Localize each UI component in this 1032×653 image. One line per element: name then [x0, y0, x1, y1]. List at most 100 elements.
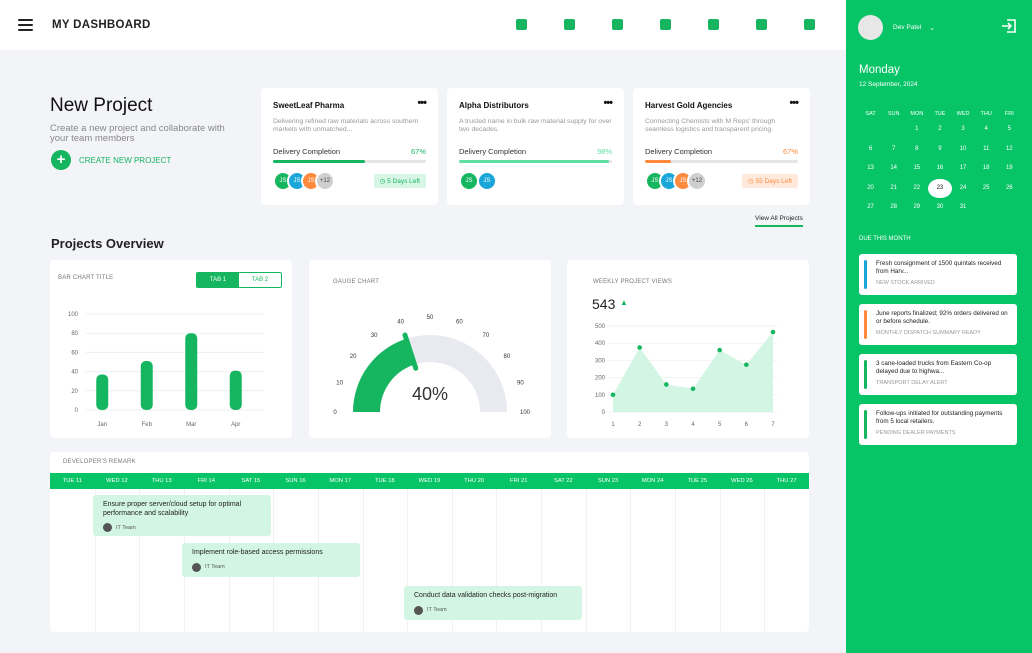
calendar-day-cell[interactable]: 20 [867, 184, 874, 191]
gauge-tick-label: 0 [333, 410, 337, 416]
y-tick-label: 500 [595, 324, 606, 330]
timeline-task[interactable]: Implement role-based access permissions … [182, 543, 360, 577]
calendar-day-cell[interactable]: 16 [936, 165, 944, 171]
project-name: SweetLeaf Pharma [273, 101, 345, 110]
calendar-day-cell[interactable]: 9 [938, 145, 942, 152]
calendar-day-cell[interactable]: 17 [959, 165, 967, 171]
x-tick-label: 5 [718, 422, 722, 428]
project-card[interactable]: Alpha Distributors ••• A trusted name in… [447, 88, 624, 205]
developer-remark-panel: DEVELOPER'S REMARK TUE 11 WED 12 THU 13 FRI… [50, 452, 809, 632]
project-card[interactable]: Harvest Gold Agencies ••• Connecting Che… [633, 88, 810, 205]
more-options-icon[interactable]: ••• [789, 97, 799, 109]
plus-icon: + [51, 150, 71, 170]
calendar-day-cell[interactable]: 22 [913, 184, 921, 191]
calendar-day-cell[interactable]: 21 [890, 184, 898, 191]
calendar-day-cell[interactable]: 27 [867, 204, 874, 210]
calendar-day: Monday [859, 64, 900, 76]
due-item[interactable]: Follow-ups initiated for outstanding pay… [859, 404, 1017, 445]
calendar-day-cell[interactable]: 25 [982, 184, 990, 191]
more-members-badge[interactable]: +12 [315, 171, 335, 191]
gauge-tick-label: 70 [482, 333, 489, 339]
progress-label: Delivery Completion [273, 147, 341, 156]
weekday-label: TUE [934, 111, 946, 117]
puzzle-icon[interactable] [802, 18, 850, 32]
timeline-task[interactable]: Conduct data validation checks post-migr… [404, 586, 582, 620]
create-project-button[interactable]: + CREATE NEW PROJECT [51, 150, 171, 170]
calendar-day-cell[interactable]: 13 [867, 165, 874, 171]
timeline-gridline [139, 489, 141, 632]
calendar-day-cell[interactable]: 15 [913, 165, 921, 171]
calendar-day-cell[interactable]: 30 [936, 204, 944, 210]
calendar-day-cell[interactable]: 7 [892, 145, 896, 152]
today-marker[interactable]: 23 [928, 178, 952, 198]
chart-tabs: TAB 1 TAB 2 [196, 272, 282, 288]
y-tick-label: 400 [595, 341, 606, 347]
timeline-date: WED 12 [106, 478, 128, 484]
archive-icon[interactable] [706, 18, 754, 32]
due-item[interactable]: 3 cane-loaded trucks from Eastern Co-op … [859, 354, 1017, 395]
calendar-day-cell[interactable]: 3 [961, 126, 965, 132]
calendar-day-cell[interactable]: 10 [959, 145, 967, 152]
calendar-day-cell[interactable]: 12 [1005, 145, 1013, 152]
menu-icon[interactable] [18, 19, 33, 31]
project-card[interactable]: SweetLeaf Pharma ••• Delivering refined … [261, 88, 438, 205]
timeline-date: TUE 25 [687, 478, 708, 484]
avatar[interactable]: JS [459, 171, 479, 191]
due-item[interactable]: Fresh consignment of 1500 quintals recei… [859, 254, 1017, 295]
calendar-day-cell[interactable]: 31 [959, 204, 967, 210]
calendar-day-cell[interactable]: 8 [915, 145, 919, 152]
bar [140, 361, 153, 410]
document-icon[interactable] [754, 18, 802, 32]
timeline-task[interactable]: Ensure proper server/cloud setup for opt… [93, 495, 271, 536]
calendar-day-cell[interactable]: 2 [938, 126, 942, 132]
timeline-date: SUN 23 [597, 478, 619, 484]
calendar-day-cell[interactable]: 1 [915, 126, 919, 132]
calendar-day-cell[interactable]: 23 [928, 178, 952, 198]
user-avatar[interactable] [858, 15, 883, 40]
gauge-fill [353, 338, 415, 412]
layers-icon[interactable] [658, 18, 706, 32]
area-fill [613, 332, 773, 412]
calendar-day-cell[interactable]: 6 [868, 145, 873, 152]
gauge-value-label: 40% [412, 384, 448, 404]
chevron-down-icon[interactable]: ⌄ [929, 24, 936, 32]
tab-2[interactable]: TAB 2 [239, 273, 281, 287]
timeline-gridline [764, 489, 766, 632]
calendar-day-cell[interactable]: 19 [1005, 165, 1013, 171]
y-tick-label: 80 [71, 331, 78, 337]
y-tick-label: 60 [71, 350, 78, 356]
progress-bar [459, 160, 612, 163]
briefcase-icon[interactable] [514, 18, 562, 32]
tab-1[interactable]: TAB 1 [197, 273, 239, 287]
progress-label: Delivery Completion [459, 147, 527, 156]
new-project-section: New Project Create a new project and col… [50, 95, 225, 144]
due-item[interactable]: June reports finalized; 92% orders deliv… [859, 304, 1017, 345]
weekly-views-value: 543 [592, 296, 616, 312]
more-options-icon[interactable]: ••• [603, 97, 613, 109]
avatar[interactable]: JS [477, 171, 497, 191]
logout-icon[interactable] [1001, 18, 1017, 34]
calendar-day-cell[interactable]: 24 [959, 184, 967, 191]
calendar-day-cell[interactable]: 14 [890, 165, 898, 171]
user-settings-icon[interactable] [562, 18, 610, 32]
calendar-day-cell[interactable]: 29 [913, 204, 921, 210]
bar-chart: 0 20 40 60 80 100 Jan Feb Mar Apr [68, 312, 264, 428]
deadline-text: 55 Days Left [755, 178, 793, 185]
due-item-text: June reports finalized; 92% orders deliv… [876, 310, 1008, 325]
user-name[interactable]: Dev Patel [893, 24, 922, 31]
calendar-day-cell[interactable]: 18 [982, 165, 990, 171]
view-all-projects-link[interactable]: View All Projects [755, 215, 803, 227]
calendar-day-cell[interactable]: 11 [983, 145, 990, 152]
timeline-date: THU 20 [464, 478, 485, 484]
x-tick-label: Mar [186, 422, 196, 428]
more-members-badge[interactable]: +12 [687, 171, 707, 191]
calendar-day-cell [859, 120, 882, 140]
clipboard-icon[interactable] [610, 18, 658, 32]
timeline-gridline [362, 489, 364, 632]
calendar-day-cell[interactable]: 28 [890, 204, 898, 210]
calendar-day-cell[interactable]: 5 [1007, 126, 1011, 132]
y-tick-label: 40 [71, 370, 78, 376]
more-options-icon[interactable]: ••• [417, 97, 427, 109]
calendar-day-cell[interactable]: 4 [984, 126, 988, 132]
calendar-day-cell[interactable]: 26 [1005, 184, 1013, 191]
